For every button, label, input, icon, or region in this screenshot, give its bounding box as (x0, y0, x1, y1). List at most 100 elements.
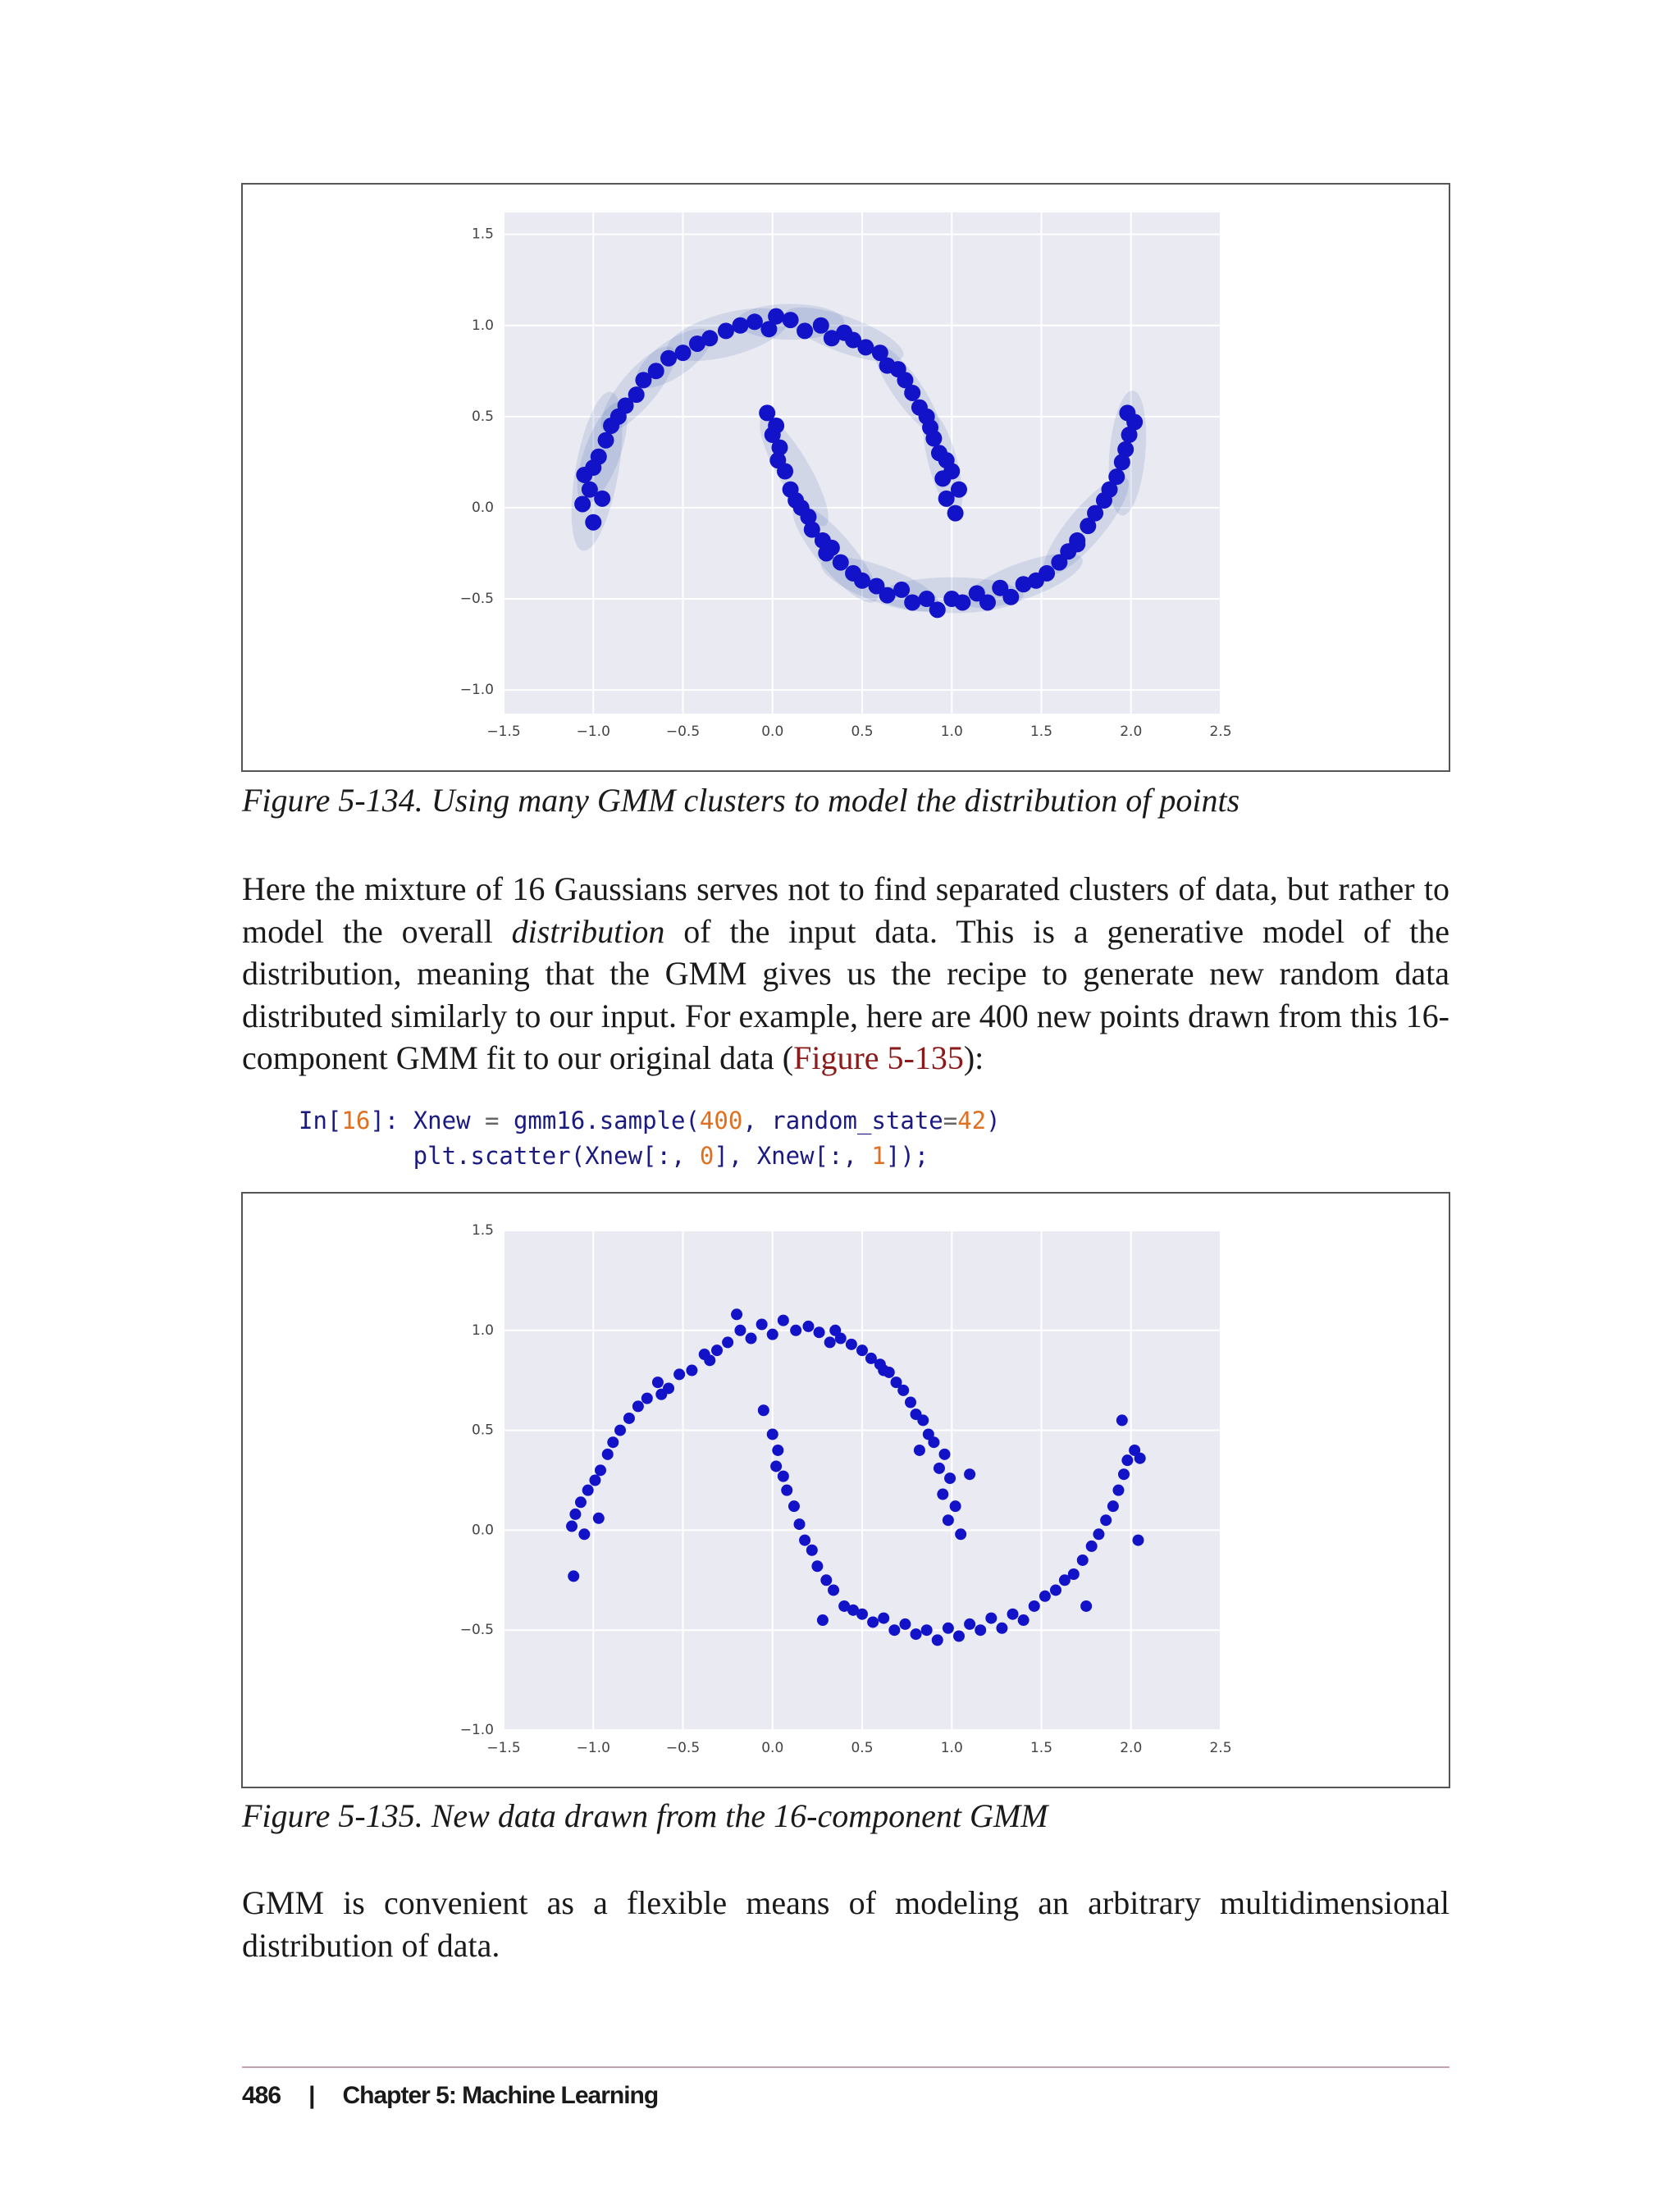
point (566, 1520, 578, 1532)
point (811, 1560, 824, 1573)
point (838, 1600, 851, 1612)
x-tick-label: 1.5 (1030, 724, 1052, 740)
y-tick-label: 1.0 (472, 1322, 494, 1339)
point (904, 1396, 916, 1408)
point (734, 1324, 746, 1336)
point (732, 317, 749, 334)
point (1132, 1534, 1144, 1546)
point (647, 363, 664, 380)
point (931, 1634, 943, 1646)
point (756, 1318, 768, 1331)
point (777, 463, 794, 480)
x-tick-label: 0.5 (851, 1740, 873, 1756)
point (1107, 1500, 1119, 1513)
y-tick-label: −0.5 (460, 1622, 494, 1638)
point (955, 1528, 967, 1541)
token: = (470, 1107, 514, 1134)
token: Xnew (413, 1107, 471, 1134)
token: ]: (370, 1107, 413, 1134)
point (856, 1344, 868, 1357)
point (920, 1624, 933, 1637)
point (1134, 1452, 1146, 1464)
point (947, 504, 964, 522)
point (950, 481, 967, 498)
x-tick-label: 0.0 (761, 1740, 783, 1756)
chapter: Chapter 5: Machine Learning (342, 2082, 659, 2109)
point (746, 313, 763, 331)
token: ], Xnew[:, (714, 1142, 872, 1170)
point (777, 1314, 789, 1326)
token: 16 (341, 1107, 371, 1134)
point (623, 1412, 635, 1424)
point (918, 591, 935, 608)
point (1093, 1528, 1105, 1541)
point (704, 1354, 716, 1367)
point (797, 322, 814, 340)
point (938, 490, 955, 507)
x-tick-label: −1.0 (577, 1740, 610, 1756)
point (1051, 554, 1068, 571)
y-tick-label: −1.0 (460, 1722, 494, 1738)
point (582, 1484, 594, 1496)
point (904, 384, 921, 401)
point (938, 452, 955, 469)
point (1002, 588, 1020, 605)
point (1101, 481, 1118, 498)
point (772, 1444, 784, 1456)
point (968, 585, 985, 602)
point (964, 1618, 976, 1630)
paragraph: GMM is convenient as a flexible means of… (242, 1884, 1449, 1964)
x-tick-label: 1.0 (941, 724, 963, 740)
text: Here the mixture of 16 Gaussians serves … (242, 870, 1449, 950)
point (766, 1328, 778, 1340)
point (1116, 1414, 1128, 1427)
point (1058, 1574, 1071, 1586)
point (878, 1364, 890, 1376)
point (949, 1500, 961, 1513)
point (1039, 1590, 1051, 1602)
point (879, 587, 896, 604)
page-number: 486 (242, 2082, 281, 2109)
point (770, 1460, 783, 1472)
point (975, 1624, 987, 1637)
point (674, 345, 692, 362)
point (942, 1622, 954, 1634)
point (1028, 1600, 1040, 1612)
token: 1 (871, 1142, 886, 1170)
point (581, 481, 598, 498)
point (910, 1628, 922, 1641)
y-tick-label: 0.5 (472, 409, 494, 425)
y-tick-label: 0.0 (472, 1522, 494, 1538)
point (820, 1574, 833, 1586)
point (937, 1488, 949, 1500)
point (701, 330, 719, 347)
point (607, 1436, 619, 1449)
point (1076, 1554, 1089, 1566)
x-tick-label: 2.5 (1209, 1740, 1231, 1756)
point (759, 404, 776, 422)
point (871, 345, 888, 362)
point (890, 1376, 902, 1389)
point (824, 1336, 836, 1349)
point (865, 1352, 877, 1364)
code-block: In[16]: Xnew = gmm16.sample(400, random_… (299, 1103, 1506, 1174)
point (1067, 1568, 1080, 1580)
point (828, 1584, 840, 1596)
point (757, 1404, 769, 1417)
point (569, 1508, 582, 1520)
point (799, 1534, 811, 1546)
point (922, 1428, 934, 1440)
point (711, 1344, 724, 1357)
point (1017, 1614, 1029, 1627)
token: ]); (885, 1142, 929, 1170)
figure-link[interactable]: Figure 5-135 (793, 1039, 964, 1076)
point (1108, 468, 1125, 486)
y-tick-label: −1.0 (460, 682, 494, 698)
point (806, 1544, 818, 1556)
text: ): (963, 1039, 984, 1076)
x-tick-label: 0.0 (761, 724, 783, 740)
x-tick-label: −1.5 (486, 1740, 520, 1756)
point (1112, 1484, 1125, 1496)
point (793, 1518, 806, 1531)
